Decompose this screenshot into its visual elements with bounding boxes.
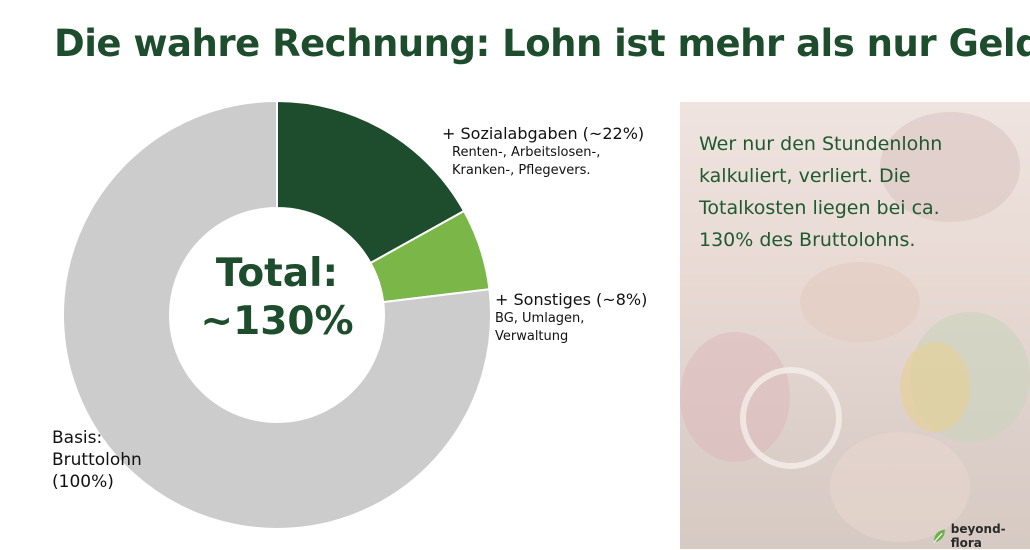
photo-blob: [880, 112, 1020, 222]
photo-blob: [900, 342, 970, 432]
center-line-1: Total:: [215, 251, 339, 296]
slice-label-sonstiges: + Sonstiges (~8%) BG, Umlagen, Verwaltun…: [495, 290, 647, 346]
brand-name: beyond-flora: [950, 522, 1006, 550]
chart-center-total: Total: ~130%: [186, 250, 368, 346]
key-message-line: Totalkosten liegen bei ca.: [699, 197, 940, 219]
slice-label-detail: Renten-, Arbeitslosen-,: [452, 145, 601, 160]
center-line-2: ~130%: [200, 299, 354, 344]
slice-label-detail: Verwaltung: [495, 329, 569, 344]
slice-label-detail: Kranken-, Pflegevers.: [452, 163, 591, 178]
slice-label-sozialabgaben: + Sozialabgaben (~22%) Renten-, Arbeitsl…: [442, 124, 644, 180]
slice-label-basis: Basis: Bruttolohn (100%): [52, 427, 142, 493]
donut-slice-2: [62, 99, 492, 530]
key-message: Wer nur den Stundenlohn kalkuliert, verl…: [699, 128, 1009, 256]
brand-logo: beyond-flora: [932, 522, 1030, 550]
slice-label-title: Basis:: [52, 428, 103, 448]
florist-background-photo: [680, 102, 1030, 549]
photo-wreath: [740, 367, 842, 469]
slice-label-detail: (100%): [52, 472, 114, 492]
leaf-icon: [933, 529, 945, 543]
slice-label-title: + Sozialabgaben (~22%): [442, 124, 645, 143]
photo-blob: [800, 262, 920, 342]
slice-label-detail: BG, Umlagen,: [495, 311, 585, 326]
donut-chart: [62, 99, 492, 530]
key-message-line: Wer nur den Stundenlohn: [699, 133, 943, 155]
page-title: Die wahre Rechnung: Lohn ist mehr als nu…: [54, 22, 1030, 65]
photo-blob: [830, 432, 970, 542]
key-message-line: kalkuliert, verliert. Die: [699, 165, 911, 187]
slice-label-detail: Bruttolohn: [52, 450, 142, 470]
donut-slice-0: [276, 99, 466, 265]
key-message-line: 130% des Bruttolohns.: [699, 229, 916, 251]
slice-label-title: + Sonstiges (~8%): [495, 290, 648, 309]
